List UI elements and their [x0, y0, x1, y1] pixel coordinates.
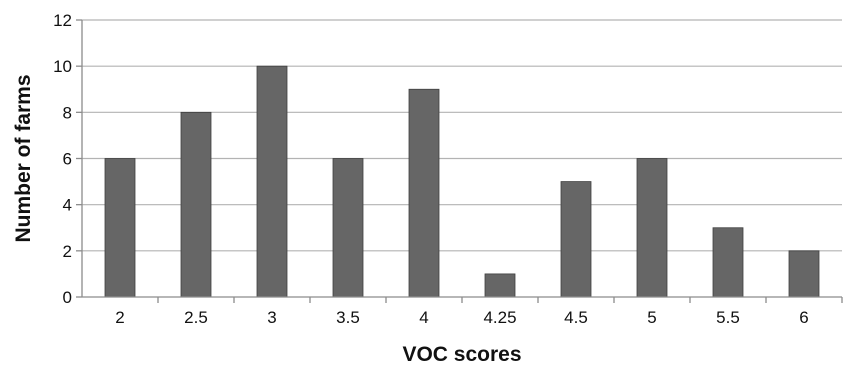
y-tick-label: 2 — [63, 242, 72, 261]
bar — [408, 88, 440, 298]
bar — [484, 273, 516, 298]
bar — [104, 158, 136, 298]
x-tick-label: 3 — [267, 308, 276, 327]
bar — [332, 158, 364, 298]
x-axis-title: VOC scores — [402, 343, 521, 366]
x-tick-label: 4.25 — [483, 308, 516, 327]
bar — [712, 227, 744, 298]
x-tick-label: 2.5 — [184, 308, 208, 327]
bar — [560, 181, 592, 298]
y-tick-label: 8 — [63, 103, 72, 122]
bar — [256, 65, 288, 298]
y-tick-label: 10 — [53, 57, 72, 76]
x-tick-labels: 2 2.5 3 3.5 4 4.25 4.5 5 5.5 6 — [115, 297, 843, 327]
y-tick-labels: 0 2 4 6 8 10 12 — [53, 11, 82, 307]
x-tick-label: 6 — [799, 308, 808, 327]
x-tick-label: 5.5 — [716, 308, 740, 327]
x-tick-label: 4.5 — [564, 308, 588, 327]
x-tick-label: 5 — [647, 308, 656, 327]
y-tick-label: 12 — [53, 11, 72, 30]
bar — [788, 250, 820, 298]
y-tick-label: 0 — [63, 288, 72, 307]
bar — [636, 158, 668, 298]
y-axis-title: Number of farms — [12, 74, 35, 242]
x-tick-label: 4 — [419, 308, 428, 327]
y-tick-label: 4 — [63, 196, 72, 215]
bars — [104, 65, 820, 298]
y-tick-label: 6 — [63, 150, 72, 169]
bar — [180, 111, 212, 298]
x-tick-label: 3.5 — [336, 308, 360, 327]
x-tick-label: 2 — [115, 308, 124, 327]
